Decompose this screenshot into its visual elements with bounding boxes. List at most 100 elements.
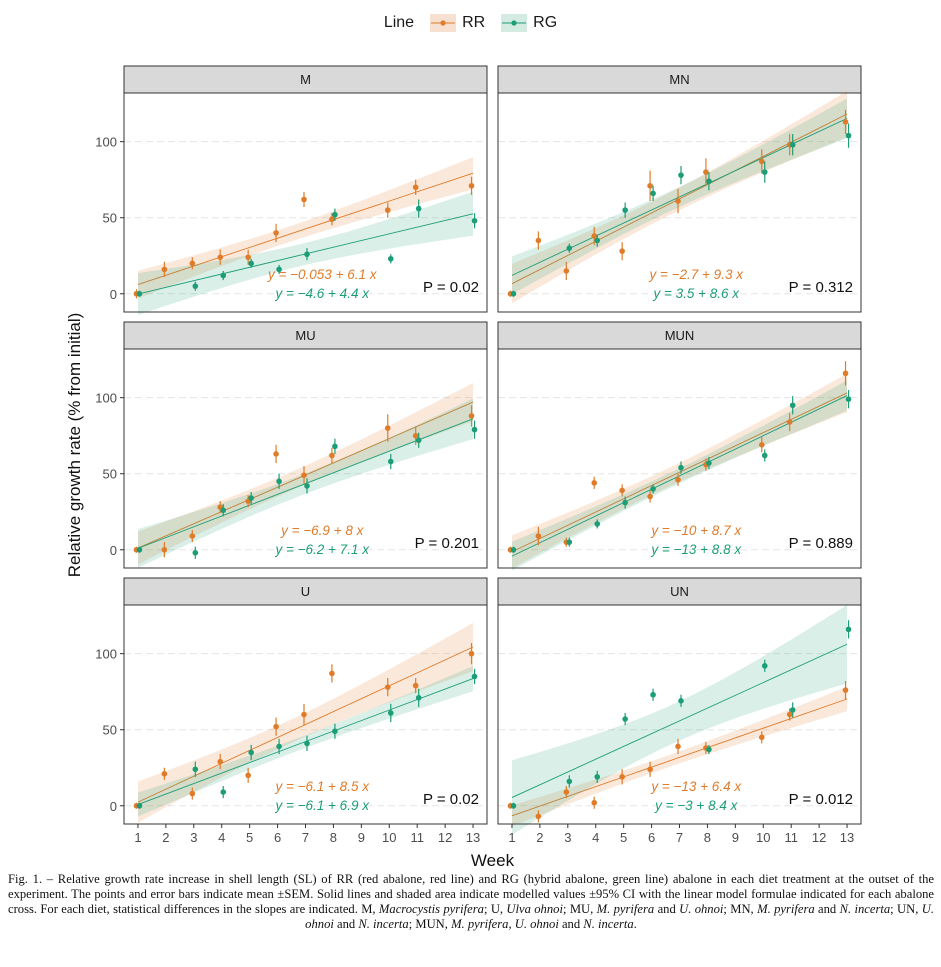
data-point-rg [248, 495, 254, 501]
data-point-rr [563, 268, 570, 274]
x-tick-label: 9 [358, 830, 365, 845]
data-point-rg [136, 290, 143, 297]
formula-rg: y = −6.1 + 6.9 x [275, 798, 371, 813]
formula-rr: y = −2.7 + 9.3 x [649, 267, 745, 282]
panel-title: MU [295, 328, 315, 343]
caption-segment: Macrocystis pyrifera [378, 902, 484, 916]
caption-segment: N. incerta [839, 902, 891, 916]
data-point-rr [189, 533, 196, 539]
data-point-rg [415, 437, 422, 444]
data-point-rg [789, 141, 796, 148]
data-point-rr [329, 452, 335, 459]
data-point-rg [650, 190, 656, 197]
data-point-rg [304, 251, 310, 258]
data-point-rg [415, 205, 422, 212]
fit-line-rr [511, 698, 848, 817]
data-point-rr [384, 684, 391, 690]
caption-segment: U. ohnoi [679, 902, 724, 916]
data-point-rr [468, 413, 475, 419]
data-point-rr [535, 533, 542, 539]
panel-strip [497, 321, 862, 350]
data-point-rr [245, 254, 251, 261]
caption-segment: and [558, 917, 584, 931]
panel-background [124, 349, 487, 568]
data-point-rr [647, 182, 653, 189]
data-point-rg [566, 778, 573, 785]
data-point-rg [192, 766, 199, 773]
formula-rg: y = −3 + 8.4 x [654, 798, 738, 813]
y-tick-label: 50 [103, 723, 117, 738]
caption-segment: U. ohnoi [305, 902, 934, 931]
data-point-rr [619, 487, 625, 494]
data-point-rr [273, 451, 279, 457]
figure-caption: Fig. 1. – Relative growth rate increase … [8, 872, 934, 932]
x-tick-label: 10 [756, 830, 770, 845]
x-tick-label: 3 [564, 830, 571, 845]
data-point-rg [566, 245, 573, 251]
panel-title: MUN [665, 328, 695, 343]
x-tick-label: 13 [466, 830, 480, 845]
legend-title: Line [383, 14, 415, 31]
data-point-rr [619, 774, 625, 780]
legend-key-rr-icon [430, 14, 457, 32]
data-point-rr [758, 442, 765, 448]
x-axis-title: Week [471, 851, 515, 870]
data-point-rr [468, 650, 475, 657]
data-point-rg [136, 802, 143, 809]
data-point-rg [192, 283, 199, 289]
data-point-rg [650, 691, 656, 698]
caption-segment: N. incerta [583, 917, 634, 931]
caption-segment: ; MN, [723, 902, 758, 916]
panel-background [124, 93, 487, 312]
data-point-rr [412, 682, 419, 689]
panel-background [498, 349, 861, 568]
data-point-rr [647, 766, 653, 773]
panel-border [123, 92, 488, 313]
data-point-rg [706, 746, 712, 753]
panel-title: UN [670, 584, 689, 599]
caption-segment: M. pyrifera [451, 917, 509, 931]
x-tick-label: 12 [812, 830, 826, 845]
caption-segment: ; MU, [562, 902, 597, 916]
data-point-rg [678, 172, 684, 178]
data-point-rg [510, 546, 517, 553]
caption-segment: ; UN, [890, 902, 922, 916]
data-point-rr [786, 419, 793, 425]
caption-segment: ; U, [483, 902, 507, 916]
p-value: P = 0.02 [423, 279, 479, 296]
data-point-rr [161, 771, 168, 777]
data-point-rr [758, 158, 765, 165]
y-tick-label: 50 [103, 211, 117, 226]
data-point-rg [471, 426, 478, 433]
data-point-rg [594, 237, 601, 244]
data-point-rr [245, 772, 251, 779]
data-point-rg [387, 458, 394, 465]
data-point-rr [301, 711, 307, 718]
data-point-rg [789, 707, 796, 713]
x-tick-label: 8 [704, 830, 711, 845]
legend-label-rg: RG [533, 14, 558, 31]
y-tick-label: 0 [110, 287, 117, 302]
p-value: P = 0.02 [423, 791, 479, 808]
data-point-rr [647, 493, 653, 500]
data-point-rg [471, 217, 478, 224]
x-tick-label: 7 [676, 830, 683, 845]
data-point-rg [706, 460, 712, 466]
ci-ribbon-rg [138, 398, 473, 568]
data-point-rr [301, 196, 307, 203]
data-point-rr [535, 237, 542, 244]
data-point-rg [761, 169, 768, 175]
caption-segment: N. incerta [358, 917, 409, 931]
data-point-rg [276, 266, 282, 273]
y-tick-label: 100 [95, 391, 117, 406]
data-point-rg [845, 132, 852, 139]
data-point-rg [650, 486, 656, 492]
formula-rg: y = −13 + 8.8 x [650, 542, 742, 557]
caption-segment: and [654, 902, 680, 916]
data-point-rr [329, 670, 335, 677]
caption-segment: and [333, 917, 359, 931]
y-tick-label: 50 [103, 467, 117, 482]
data-point-rr [675, 743, 681, 750]
panel-border [497, 348, 862, 569]
data-point-rr [758, 734, 765, 741]
